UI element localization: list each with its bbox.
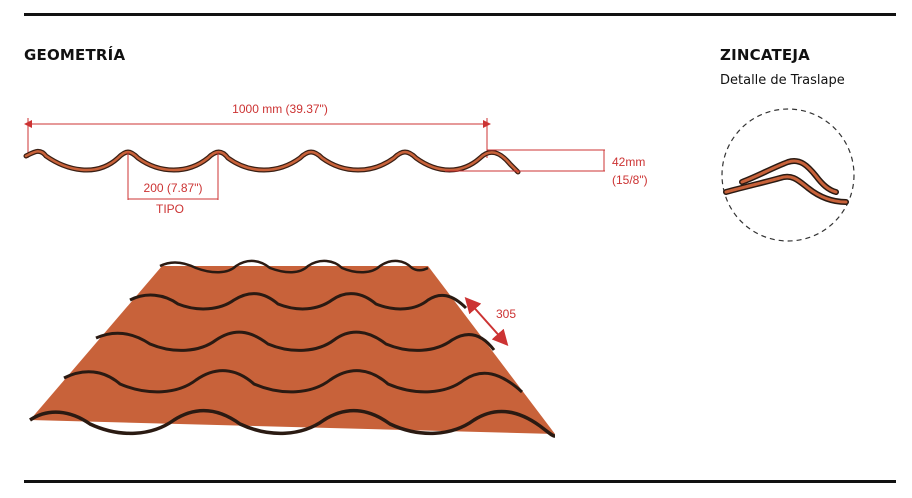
height-label-line2: (15/8"): [612, 173, 648, 187]
height-label-line1: 42mm: [612, 155, 645, 169]
overlap-upper-tile-fill: [740, 159, 838, 194]
profile-curve-fill: [24, 150, 520, 174]
overlap-subtitle: Detalle de Traslape: [720, 73, 845, 88]
width-label: 1000 mm (39.37"): [232, 102, 328, 116]
tile-sheet-perspective: 305: [29, 259, 556, 438]
overlap-lower-tile-fill: [724, 175, 848, 204]
pitch-label: 200 (7.87"): [144, 181, 203, 195]
overlap-detail: [721, 108, 855, 242]
tile-row-3: [95, 330, 496, 352]
tile-row-1: [159, 259, 429, 274]
bottom-divider: [24, 480, 896, 483]
overlap-heading: ZINCATEJA: [720, 46, 810, 64]
step-dimension-arrow: [464, 297, 509, 346]
tile-row-5: [29, 408, 556, 438]
overlap-detail-circle: [721, 108, 855, 242]
tile-row-2: [129, 292, 468, 311]
step-label: 305: [496, 307, 516, 321]
tile-row-4: [63, 369, 524, 394]
geometry-heading: GEOMETRÍA: [24, 46, 126, 64]
type-label: TIPO: [156, 202, 184, 216]
tile-profile: 1000 mm (39.37") 200 (7.87") TIPO 42mm (…: [23, 102, 648, 216]
top-divider: [24, 13, 896, 16]
